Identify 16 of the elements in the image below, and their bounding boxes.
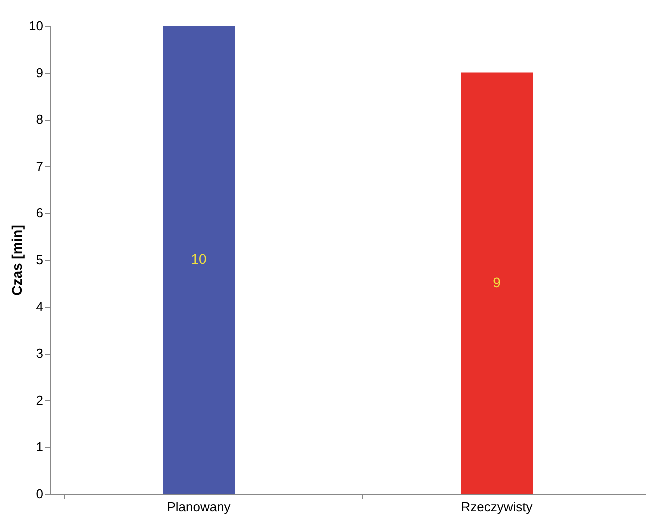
y-tick-label: 10 (29, 18, 44, 34)
y-tick-label: 3 (36, 346, 44, 362)
y-tick-label: 1 (36, 440, 44, 455)
data-label: 9 (493, 274, 502, 290)
y-tick-label: 8 (36, 112, 44, 128)
y-tick-label: 4 (36, 299, 44, 314)
y-axis-title: Czas [min] (9, 225, 26, 296)
y-tick-label: 6 (36, 206, 44, 221)
y-tick-label: 0 (36, 486, 44, 502)
y-tick-label: 7 (36, 158, 44, 174)
x-tick-label: Rzeczywisty (461, 500, 534, 514)
y-tick-label: 9 (36, 65, 44, 80)
x-tick-label: Planowany (167, 500, 232, 514)
data-label: 10 (191, 251, 207, 267)
y-tick-label: 2 (36, 392, 44, 408)
y-tick-label: 5 (36, 252, 44, 268)
